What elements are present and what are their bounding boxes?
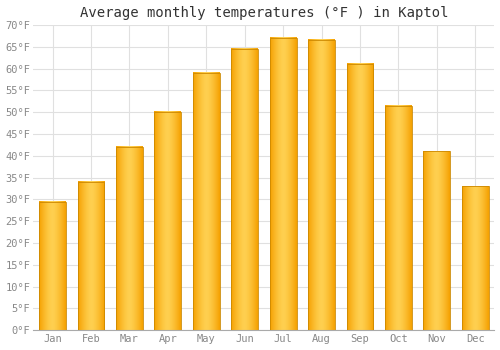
Bar [193,73,220,330]
Bar [39,202,66,330]
Title: Average monthly temperatures (°F ) in Kaptol: Average monthly temperatures (°F ) in Ka… [80,6,448,20]
Bar [154,112,182,330]
Bar [270,38,296,330]
Bar [385,106,412,330]
Bar [462,186,488,330]
Bar [231,49,258,330]
Bar [78,182,104,330]
Bar [424,152,450,330]
Bar [346,64,374,330]
Bar [116,147,143,330]
Bar [308,40,335,330]
